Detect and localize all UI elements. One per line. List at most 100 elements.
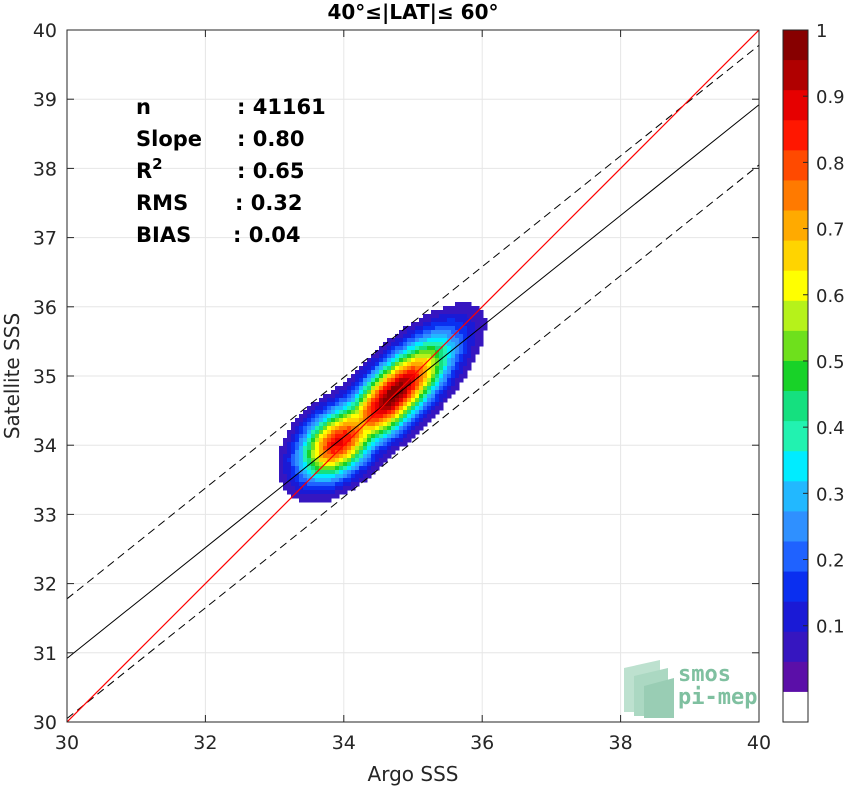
density-cell	[355, 378, 360, 383]
density-cell	[359, 402, 364, 407]
density-cell	[319, 414, 324, 419]
density-cell	[319, 498, 324, 503]
density-cell	[335, 386, 340, 391]
density-cell	[355, 442, 360, 447]
density-cell	[363, 442, 368, 447]
density-cell	[379, 386, 384, 391]
density-cell	[391, 430, 396, 435]
density-cell	[295, 478, 300, 483]
density-cell	[387, 402, 392, 407]
density-cell	[363, 378, 368, 383]
density-cell	[439, 374, 444, 379]
density-cell	[291, 430, 296, 435]
density-cell	[467, 306, 472, 311]
density-cell	[387, 430, 392, 435]
density-cell	[327, 402, 332, 407]
density-cell	[407, 334, 412, 339]
colorbar-tick-label: 1	[816, 21, 827, 42]
density-cell	[471, 334, 476, 339]
density-cell	[423, 414, 428, 419]
density-cell	[355, 398, 360, 403]
density-cell	[343, 466, 348, 471]
density-cell	[299, 490, 304, 495]
density-cell	[371, 382, 376, 387]
density-cell	[431, 314, 436, 319]
density-cell	[387, 370, 392, 375]
density-cell	[339, 386, 344, 391]
density-cell	[387, 422, 392, 427]
density-cell	[439, 378, 444, 383]
density-cell	[315, 434, 320, 439]
density-cell	[363, 406, 368, 411]
density-cell	[455, 366, 460, 371]
density-cell	[403, 374, 408, 379]
density-cell	[439, 322, 444, 327]
density-cell	[387, 442, 392, 447]
density-cell	[391, 362, 396, 367]
density-cell	[375, 370, 380, 375]
x-tick-label: 30	[55, 732, 79, 754]
density-cell	[411, 398, 416, 403]
density-cell	[323, 434, 328, 439]
colorbar-tick-label: 0.6	[816, 286, 845, 307]
density-cell	[315, 406, 320, 411]
density-cell	[459, 366, 464, 371]
density-cell	[427, 398, 432, 403]
density-cell	[435, 402, 440, 407]
density-cell	[295, 470, 300, 475]
density-cell	[299, 498, 304, 503]
density-cell	[367, 458, 372, 463]
density-cell	[387, 394, 392, 399]
density-cell	[391, 418, 396, 423]
density-cell	[359, 462, 364, 467]
density-cell	[435, 398, 440, 403]
density-cell	[343, 402, 348, 407]
density-cell	[363, 410, 368, 415]
density-cell	[331, 442, 336, 447]
density-cell	[427, 346, 432, 351]
density-cell	[379, 430, 384, 435]
density-cell	[387, 450, 392, 455]
density-cell	[319, 446, 324, 451]
density-cell	[475, 318, 480, 323]
density-cell	[435, 310, 440, 315]
density-cell	[447, 330, 452, 335]
density-cell	[383, 422, 388, 427]
density-cell	[295, 474, 300, 479]
density-cell	[363, 458, 368, 463]
density-cell	[423, 390, 428, 395]
density-cell	[315, 482, 320, 487]
density-cell	[343, 390, 348, 395]
density-cell	[359, 406, 364, 411]
density-cell	[379, 426, 384, 431]
density-cell	[323, 418, 328, 423]
density-cell	[459, 378, 464, 383]
density-cell	[303, 422, 308, 427]
density-cell	[399, 366, 404, 371]
density-cell	[407, 426, 412, 431]
density-cell	[451, 346, 456, 351]
density-cell	[435, 334, 440, 339]
colorbar-frame	[782, 29, 809, 723]
density-cell	[299, 414, 304, 419]
density-cell	[307, 470, 312, 475]
density-cell	[391, 390, 396, 395]
density-cell	[283, 442, 288, 447]
density-cell	[327, 490, 332, 495]
density-cell	[431, 374, 436, 379]
density-cell	[359, 390, 364, 395]
density-cell	[423, 330, 428, 335]
density-cell	[391, 382, 396, 387]
density-cell	[315, 458, 320, 463]
density-cell	[411, 406, 416, 411]
density-cell	[327, 422, 332, 427]
density-cell	[427, 354, 432, 359]
density-cell	[463, 306, 468, 311]
density-cell	[387, 386, 392, 391]
density-cell	[335, 486, 340, 491]
density-cell	[391, 450, 396, 455]
density-cell	[383, 458, 388, 463]
density-cell	[371, 454, 376, 459]
density-cell	[399, 418, 404, 423]
density-cell	[451, 322, 456, 327]
